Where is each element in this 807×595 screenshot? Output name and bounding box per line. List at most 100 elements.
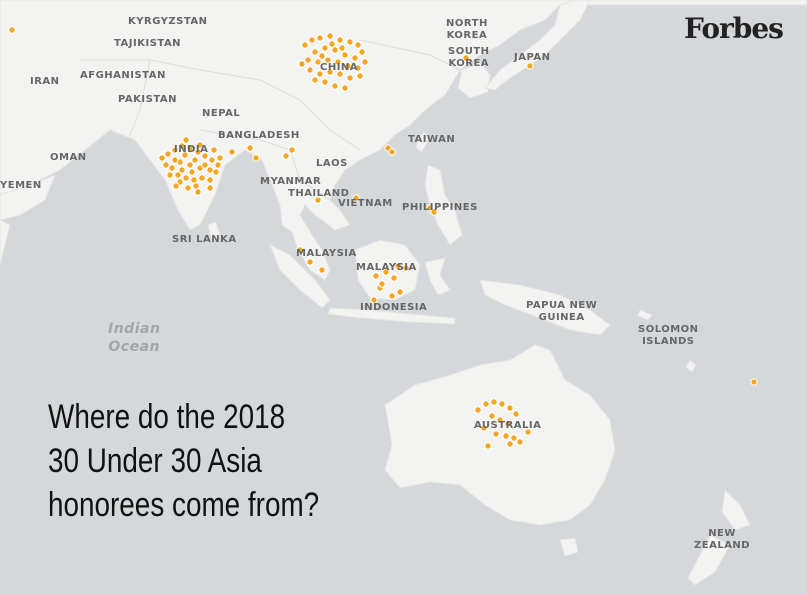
honoree-marker[interactable] — [480, 424, 488, 432]
honoree-marker[interactable] — [318, 52, 326, 60]
honoree-marker[interactable] — [168, 164, 176, 172]
honoree-marker[interactable] — [526, 62, 534, 70]
honoree-marker[interactable] — [314, 196, 322, 204]
honoree-marker[interactable] — [306, 258, 314, 266]
honoree-marker[interactable] — [334, 58, 342, 66]
honoree-marker[interactable] — [361, 58, 369, 66]
honoree-marker[interactable] — [174, 171, 182, 179]
honoree-marker[interactable] — [496, 416, 504, 424]
honoree-marker[interactable] — [344, 62, 352, 70]
honoree-marker[interactable] — [190, 176, 198, 184]
honoree-marker[interactable] — [194, 188, 202, 196]
honoree-marker[interactable] — [512, 410, 520, 418]
honoree-marker[interactable] — [178, 142, 186, 150]
honoree-marker[interactable] — [198, 174, 206, 182]
honoree-marker[interactable] — [304, 56, 312, 64]
honoree-marker[interactable] — [184, 184, 192, 192]
honoree-marker[interactable] — [206, 166, 214, 174]
honoree-marker[interactable] — [306, 66, 314, 74]
honoree-marker[interactable] — [331, 82, 339, 90]
honoree-marker[interactable] — [492, 430, 500, 438]
honoree-marker[interactable] — [321, 78, 329, 86]
honoree-marker[interactable] — [311, 76, 319, 84]
honoree-marker[interactable] — [172, 182, 180, 190]
honoree-marker[interactable] — [328, 40, 336, 48]
honoree-marker[interactable] — [296, 246, 304, 254]
honoree-marker[interactable] — [186, 144, 194, 152]
honoree-marker[interactable] — [186, 161, 194, 169]
honoree-marker[interactable] — [462, 54, 470, 62]
honoree-marker[interactable] — [326, 32, 334, 40]
honoree-marker[interactable] — [282, 152, 290, 160]
honoree-marker[interactable] — [162, 161, 170, 169]
honoree-marker[interactable] — [196, 141, 204, 149]
honoree-marker[interactable] — [192, 182, 200, 190]
honoree-marker[interactable] — [288, 146, 296, 154]
honoree-marker[interactable] — [181, 151, 189, 159]
honoree-marker[interactable] — [308, 36, 316, 44]
honoree-marker[interactable] — [506, 404, 514, 412]
honoree-marker[interactable] — [171, 156, 179, 164]
honoree-marker[interactable] — [201, 152, 209, 160]
honoree-marker[interactable] — [498, 400, 506, 408]
honoree-marker[interactable] — [228, 148, 236, 156]
honoree-marker[interactable] — [246, 144, 254, 152]
honoree-marker[interactable] — [346, 38, 354, 46]
honoree-marker[interactable] — [388, 292, 396, 300]
honoree-marker[interactable] — [316, 34, 324, 42]
honoree-marker[interactable] — [212, 168, 220, 176]
honoree-marker[interactable] — [504, 420, 512, 428]
honoree-marker[interactable] — [351, 54, 359, 62]
honoree-marker[interactable] — [214, 161, 222, 169]
honoree-marker[interactable] — [321, 44, 329, 52]
honoree-marker[interactable] — [388, 148, 396, 156]
honoree-marker[interactable] — [331, 46, 339, 54]
honoree-marker[interactable] — [324, 56, 332, 64]
honoree-marker[interactable] — [352, 194, 360, 202]
honoree-marker[interactable] — [510, 434, 518, 442]
honoree-marker[interactable] — [164, 150, 172, 158]
honoree-marker[interactable] — [750, 378, 758, 386]
honoree-marker[interactable] — [378, 280, 386, 288]
honoree-marker[interactable] — [318, 266, 326, 274]
honoree-marker[interactable] — [390, 274, 398, 282]
honoree-marker[interactable] — [171, 146, 179, 154]
honoree-marker[interactable] — [346, 74, 354, 82]
honoree-marker[interactable] — [201, 161, 209, 169]
honoree-marker[interactable] — [488, 412, 496, 420]
honoree-marker[interactable] — [326, 68, 334, 76]
honoree-marker[interactable] — [506, 440, 514, 448]
honoree-marker[interactable] — [182, 136, 190, 144]
honoree-marker[interactable] — [474, 406, 482, 414]
honoree-marker[interactable] — [356, 72, 364, 80]
honoree-marker[interactable] — [430, 208, 438, 216]
honoree-marker[interactable] — [8, 26, 16, 34]
honoree-marker[interactable] — [502, 432, 510, 440]
honoree-marker[interactable] — [354, 64, 362, 72]
honoree-marker[interactable] — [341, 51, 349, 59]
honoree-marker[interactable] — [194, 148, 202, 156]
honoree-marker[interactable] — [516, 438, 524, 446]
honoree-marker[interactable] — [341, 84, 349, 92]
honoree-marker[interactable] — [182, 174, 190, 182]
honoree-marker[interactable] — [298, 60, 306, 68]
honoree-marker[interactable] — [396, 288, 404, 296]
honoree-marker[interactable] — [311, 48, 319, 56]
honoree-marker[interactable] — [382, 268, 390, 276]
honoree-marker[interactable] — [216, 154, 224, 162]
honoree-marker[interactable] — [338, 44, 346, 52]
honoree-marker[interactable] — [158, 154, 166, 162]
honoree-marker[interactable] — [178, 166, 186, 174]
honoree-marker[interactable] — [316, 70, 324, 78]
honoree-marker[interactable] — [336, 36, 344, 44]
honoree-marker[interactable] — [524, 428, 532, 436]
honoree-marker[interactable] — [301, 41, 309, 49]
honoree-marker[interactable] — [354, 41, 362, 49]
honoree-marker[interactable] — [206, 176, 214, 184]
honoree-marker[interactable] — [336, 70, 344, 78]
honoree-marker[interactable] — [166, 171, 174, 179]
honoree-marker[interactable] — [484, 442, 492, 450]
honoree-marker[interactable] — [314, 58, 322, 66]
honoree-marker[interactable] — [358, 48, 366, 56]
